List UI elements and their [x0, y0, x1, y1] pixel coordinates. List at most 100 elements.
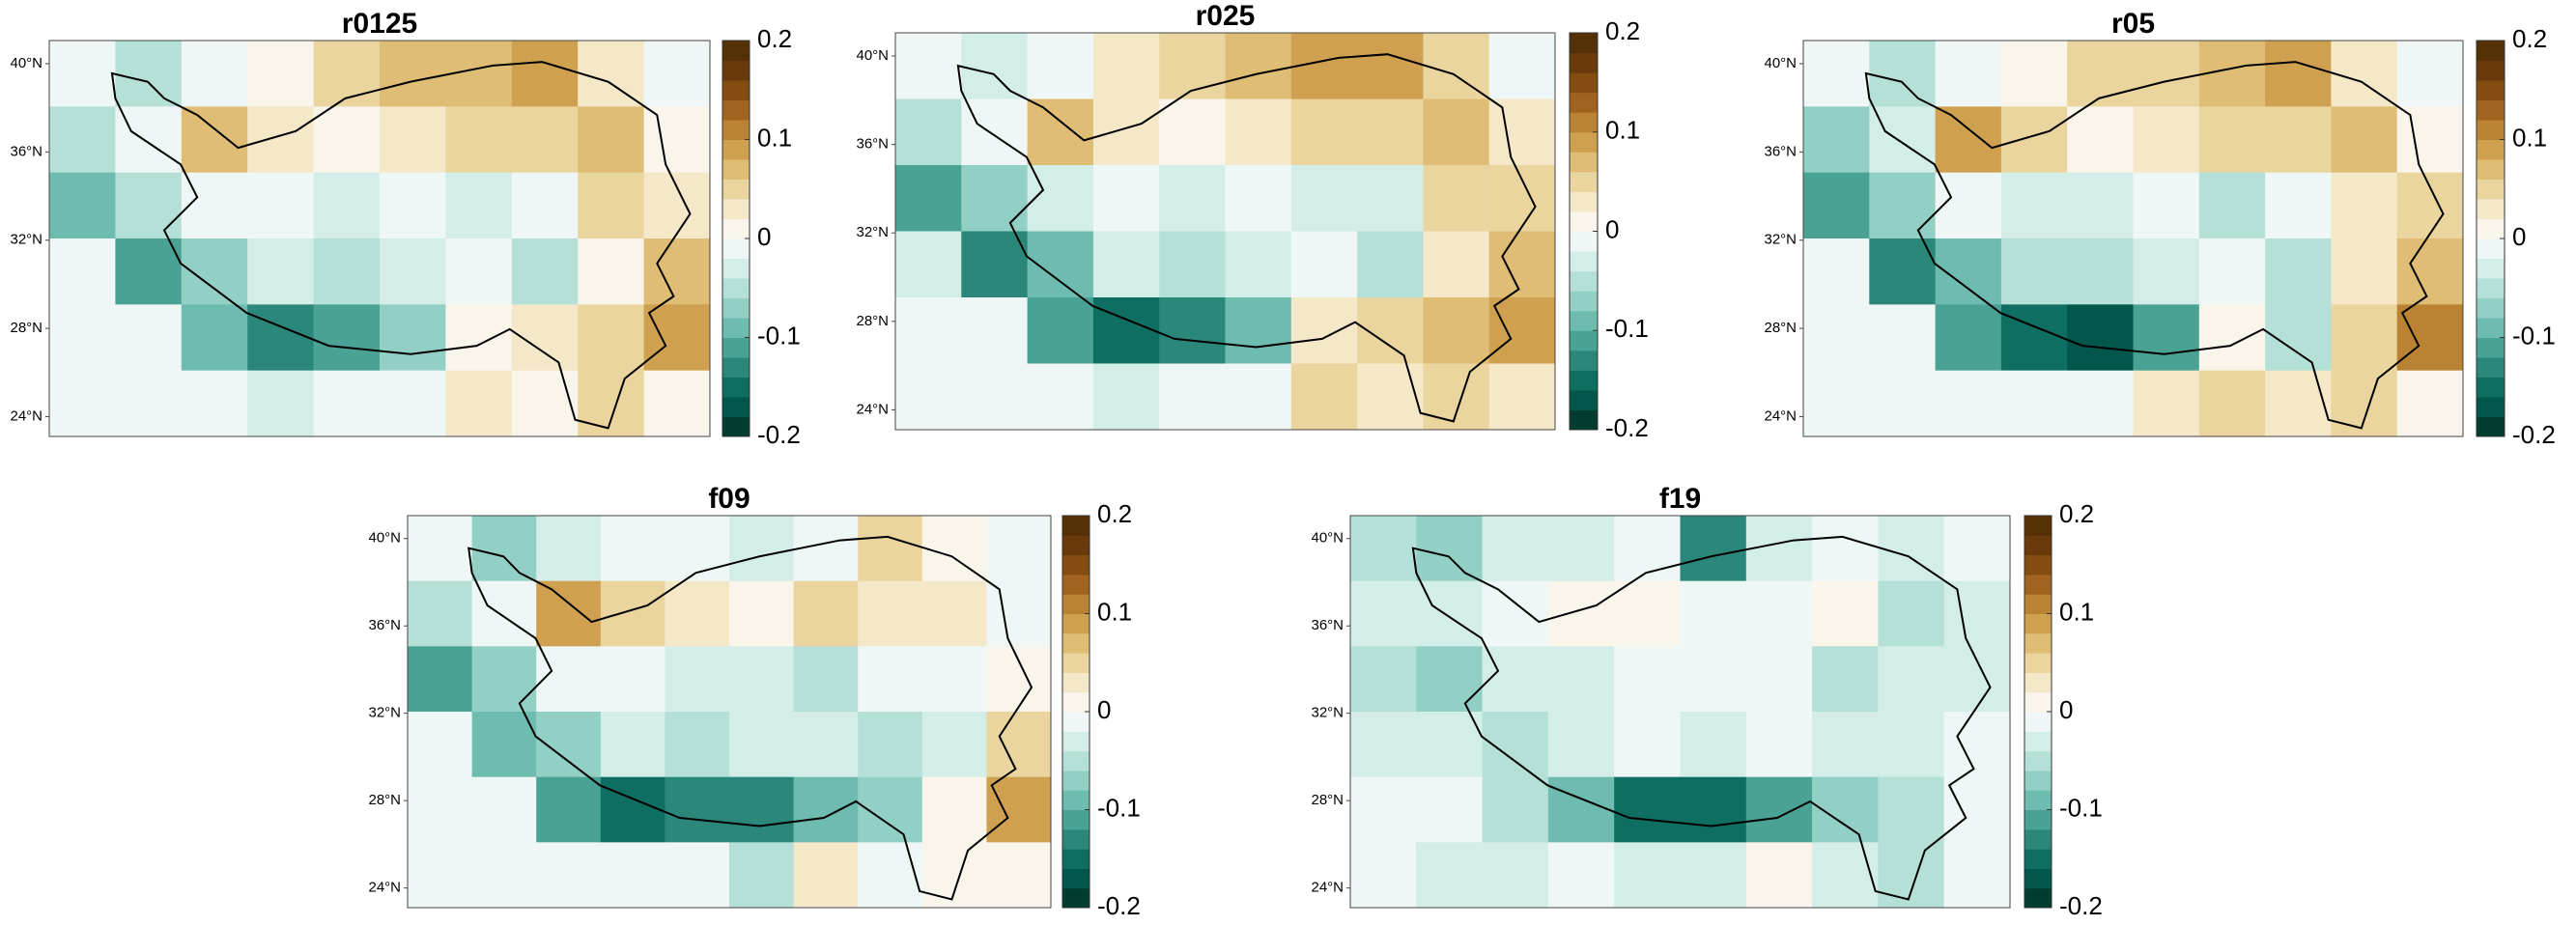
- grid-cell: [408, 712, 473, 778]
- map-frame: [48, 40, 711, 437]
- panel-title: f09: [708, 483, 750, 515]
- colorbar-step: [722, 80, 750, 100]
- colorbar-step: [2477, 258, 2505, 279]
- colorbar-tick-label: 0.1: [757, 123, 792, 152]
- colorbar-step: [722, 297, 750, 319]
- colorbar-step: [2024, 750, 2052, 772]
- grid-cell: [1488, 165, 1556, 232]
- lat-tick-label: 28°N: [10, 320, 42, 336]
- colorbar-step: [722, 416, 750, 437]
- colorbar-step: [2477, 60, 2505, 81]
- grid-cell: [665, 516, 730, 582]
- grid-cell: [643, 370, 711, 437]
- grid-cell: [1943, 712, 2011, 778]
- colorbar-step: [1062, 613, 1090, 634]
- colorbar-step: [1062, 653, 1090, 673]
- panel-title: r0125: [342, 8, 417, 40]
- grid-cell: [2331, 106, 2398, 174]
- map-panel: f19 40°N 36°N 32°N 28°N 24°N 0.2 0.1 0 -0.1 -0.2: [1311, 483, 2102, 920]
- grid-cell: [793, 646, 859, 713]
- lat-tick-label: 36°N: [368, 617, 401, 633]
- grid-cell: [921, 776, 987, 843]
- colorbar-tick-label: 0.1: [2512, 123, 2547, 152]
- grid-cell: [2331, 304, 2398, 372]
- grid-cell: [2265, 41, 2332, 107]
- grid-cell: [313, 370, 381, 437]
- grid-cell: [1488, 33, 1556, 99]
- grid-cell: [1812, 580, 1879, 647]
- colorbar-step: [2477, 318, 2505, 338]
- grid-cell: [1482, 580, 1549, 647]
- grid-cell: [986, 712, 1052, 778]
- colorbar-step: [722, 318, 750, 338]
- grid-cell: [536, 580, 602, 647]
- grid-cell: [1869, 172, 1937, 239]
- grid-cell: [2133, 304, 2200, 372]
- grid-cell: [115, 239, 183, 305]
- grid-cell: [665, 646, 730, 713]
- grid-cell: [408, 776, 473, 843]
- grid-cell: [1357, 98, 1424, 166]
- grid-cell: [1803, 106, 1870, 174]
- grid-cell: [921, 712, 987, 778]
- grid-cell: [1357, 165, 1424, 232]
- colorbar-step: [2024, 574, 2052, 595]
- colorbar-step: [1570, 112, 1598, 133]
- grid-cell: [1680, 712, 1747, 778]
- grid-cell: [1869, 106, 1937, 174]
- grid-cell: [1878, 516, 1945, 582]
- lat-tick-label: 40°N: [1311, 530, 1344, 547]
- grid-cell: [1869, 41, 1937, 107]
- grid-cell: [793, 842, 859, 909]
- grid-cell: [1159, 297, 1226, 364]
- colorbar-step: [2024, 809, 2052, 830]
- grid-cell: [2265, 239, 2332, 305]
- colorbar-step: [2477, 239, 2505, 259]
- lat-tick-label: 32°N: [368, 705, 401, 721]
- grid-cell: [1745, 516, 1813, 582]
- grid-cell: [578, 304, 645, 372]
- grid-cell: [1812, 516, 1879, 582]
- grid-cell: [895, 297, 962, 364]
- grid-cell: [1290, 33, 1358, 99]
- grid-cell: [895, 363, 962, 431]
- colorbar-step: [2477, 397, 2505, 417]
- grid-cell: [1423, 98, 1490, 166]
- grid-cell: [115, 106, 183, 174]
- grid-cell: [895, 231, 962, 298]
- grid-cell: [578, 41, 645, 107]
- grid-cell: [445, 172, 513, 239]
- colorbar-tick-label: 0: [2059, 695, 2073, 724]
- colorbar-step: [2024, 672, 2052, 693]
- grid-cell: [2067, 41, 2134, 107]
- map-panel: r05 40°N 36°N 32°N 28°N 24°N 0.2 0.1 0 -0.1 -0.2: [1764, 8, 2555, 449]
- colorbar-step: [722, 179, 750, 200]
- grid-cell: [536, 646, 602, 713]
- grid-cell: [1423, 165, 1490, 232]
- grid-cell: [1159, 98, 1226, 166]
- grid-cell: [1745, 776, 1813, 843]
- lat-tick-label: 24°N: [368, 880, 401, 896]
- grid-cell: [2000, 304, 2068, 372]
- grid-cell: [961, 98, 1029, 166]
- colorbar-tick-label: -0.1: [2059, 793, 2103, 822]
- grid-cell: [643, 239, 711, 305]
- grid-cell: [793, 580, 859, 647]
- colorbar-step: [2024, 887, 2052, 909]
- colorbar-step: [1062, 828, 1090, 850]
- grid-cell: [578, 370, 645, 437]
- colorbar-step: [722, 357, 750, 378]
- colorbar-tick-label: -0.2: [2512, 420, 2556, 449]
- grid-cell: [986, 580, 1052, 647]
- grid-cell: [1488, 231, 1556, 298]
- grid-cell: [445, 41, 513, 107]
- grid-cell: [380, 304, 446, 372]
- grid-cell: [1878, 580, 1945, 647]
- grid-cell: [1878, 776, 1945, 843]
- colorbar-step: [2477, 159, 2505, 180]
- grid-cell: [536, 842, 602, 909]
- grid-cell: [1943, 580, 2011, 647]
- lat-tick-label: 24°N: [1311, 880, 1344, 896]
- lat-tick-label: 32°N: [1764, 232, 1797, 248]
